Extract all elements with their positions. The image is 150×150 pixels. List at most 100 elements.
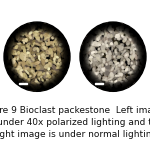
- Ellipse shape: [15, 43, 20, 49]
- Ellipse shape: [17, 67, 23, 70]
- Ellipse shape: [102, 78, 105, 81]
- Ellipse shape: [38, 30, 43, 36]
- Ellipse shape: [57, 63, 59, 64]
- Ellipse shape: [129, 82, 131, 84]
- Ellipse shape: [59, 61, 61, 63]
- Ellipse shape: [107, 48, 109, 50]
- Ellipse shape: [35, 55, 37, 59]
- Ellipse shape: [48, 52, 50, 54]
- Ellipse shape: [30, 52, 31, 54]
- Ellipse shape: [128, 46, 130, 48]
- Ellipse shape: [48, 39, 50, 45]
- Ellipse shape: [47, 79, 51, 81]
- Ellipse shape: [40, 52, 44, 53]
- Ellipse shape: [33, 77, 35, 79]
- Ellipse shape: [104, 47, 106, 49]
- Ellipse shape: [36, 67, 38, 69]
- Ellipse shape: [30, 69, 34, 72]
- Ellipse shape: [103, 69, 104, 70]
- Ellipse shape: [105, 78, 107, 80]
- Ellipse shape: [106, 49, 109, 53]
- Ellipse shape: [106, 79, 108, 83]
- Ellipse shape: [18, 68, 19, 69]
- Ellipse shape: [132, 66, 137, 69]
- Ellipse shape: [136, 58, 139, 62]
- Ellipse shape: [28, 82, 29, 83]
- Ellipse shape: [122, 86, 123, 87]
- Ellipse shape: [44, 28, 46, 29]
- Ellipse shape: [80, 50, 84, 52]
- Ellipse shape: [110, 50, 112, 53]
- Ellipse shape: [49, 65, 51, 67]
- Ellipse shape: [42, 65, 44, 69]
- Ellipse shape: [93, 66, 96, 73]
- Ellipse shape: [108, 28, 110, 31]
- Ellipse shape: [117, 27, 119, 29]
- Ellipse shape: [105, 69, 110, 73]
- Ellipse shape: [131, 56, 133, 60]
- Ellipse shape: [10, 66, 12, 70]
- Ellipse shape: [15, 51, 16, 52]
- Ellipse shape: [16, 66, 18, 69]
- Ellipse shape: [39, 61, 41, 63]
- Ellipse shape: [25, 33, 27, 35]
- Ellipse shape: [118, 70, 120, 76]
- Ellipse shape: [109, 61, 112, 64]
- Ellipse shape: [119, 63, 126, 66]
- Ellipse shape: [60, 73, 63, 75]
- Ellipse shape: [126, 29, 127, 31]
- Ellipse shape: [93, 70, 95, 74]
- Ellipse shape: [100, 41, 103, 44]
- Ellipse shape: [135, 45, 138, 49]
- Ellipse shape: [51, 28, 54, 32]
- Ellipse shape: [26, 46, 28, 49]
- Ellipse shape: [136, 51, 143, 56]
- Ellipse shape: [115, 25, 118, 27]
- Ellipse shape: [109, 86, 111, 88]
- Ellipse shape: [50, 55, 54, 59]
- Ellipse shape: [126, 53, 129, 56]
- Ellipse shape: [132, 70, 136, 74]
- Ellipse shape: [126, 69, 127, 71]
- Ellipse shape: [105, 63, 110, 68]
- Ellipse shape: [106, 79, 107, 80]
- Ellipse shape: [26, 38, 30, 41]
- Ellipse shape: [110, 83, 112, 86]
- Ellipse shape: [104, 62, 110, 65]
- Ellipse shape: [97, 42, 101, 44]
- Ellipse shape: [47, 80, 49, 82]
- Ellipse shape: [19, 62, 21, 63]
- Ellipse shape: [31, 83, 33, 87]
- Ellipse shape: [44, 78, 49, 81]
- Ellipse shape: [95, 76, 99, 81]
- Ellipse shape: [137, 67, 139, 70]
- Ellipse shape: [59, 38, 61, 41]
- Ellipse shape: [51, 70, 53, 73]
- Ellipse shape: [61, 67, 63, 70]
- Ellipse shape: [109, 26, 110, 29]
- Ellipse shape: [29, 56, 31, 58]
- Ellipse shape: [21, 76, 24, 80]
- Ellipse shape: [58, 72, 62, 74]
- Ellipse shape: [61, 39, 63, 46]
- Ellipse shape: [133, 37, 134, 40]
- Ellipse shape: [140, 65, 144, 66]
- Ellipse shape: [112, 76, 116, 80]
- Ellipse shape: [50, 71, 52, 73]
- Ellipse shape: [32, 52, 35, 55]
- Ellipse shape: [99, 54, 102, 57]
- Ellipse shape: [96, 31, 99, 34]
- Ellipse shape: [115, 63, 116, 64]
- Ellipse shape: [117, 76, 121, 82]
- Ellipse shape: [11, 38, 14, 43]
- Ellipse shape: [35, 83, 38, 85]
- Ellipse shape: [31, 71, 35, 77]
- Ellipse shape: [52, 41, 54, 45]
- Ellipse shape: [126, 29, 129, 31]
- Ellipse shape: [51, 81, 53, 83]
- Ellipse shape: [22, 75, 24, 77]
- Ellipse shape: [116, 52, 118, 55]
- Ellipse shape: [65, 68, 68, 69]
- Ellipse shape: [44, 86, 45, 88]
- Ellipse shape: [66, 57, 69, 60]
